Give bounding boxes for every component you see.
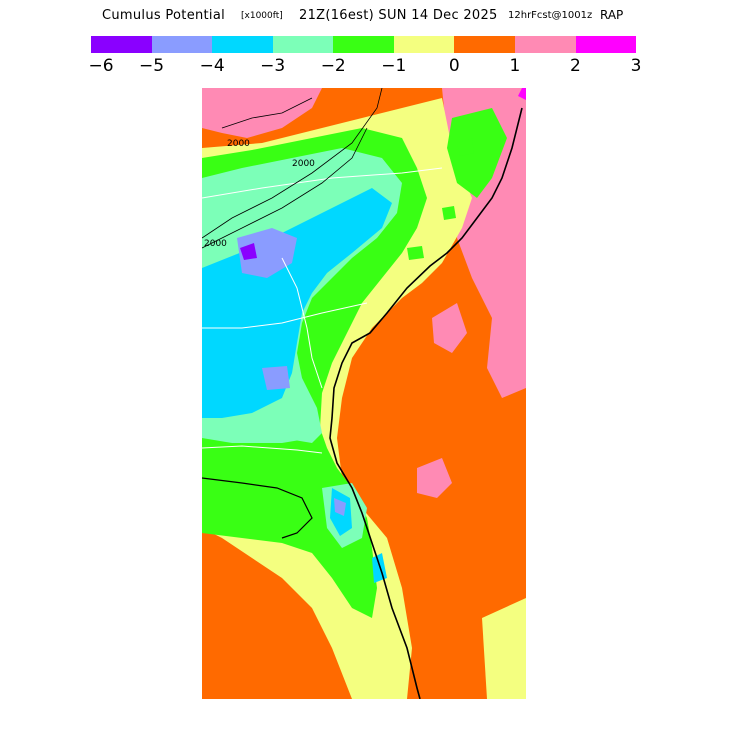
- legend-swatch: [454, 36, 515, 53]
- legend-tick-label: 1: [509, 56, 521, 76]
- cumulus-potential-map: [202, 88, 526, 699]
- region-minus-5-south: [262, 366, 290, 390]
- title-units: [x1000ft]: [241, 11, 283, 21]
- contour-label: 2000: [204, 239, 227, 249]
- contour-labels: 2000 2000 2000: [204, 139, 315, 249]
- region-minus-5: [237, 228, 297, 278]
- legend-tick-label: −3: [260, 56, 286, 76]
- gulf-coastline: [202, 477, 313, 539]
- title-model: RAP: [600, 8, 624, 22]
- region-minus-2-coastal: [447, 108, 507, 198]
- contour-line: [202, 127, 368, 249]
- legend-tick-label: −2: [320, 56, 346, 76]
- state-border-south: [202, 445, 323, 454]
- legend-tick-label: 2: [570, 56, 581, 76]
- contour-line: [221, 97, 313, 129]
- legend-tick-label: 0: [448, 56, 460, 76]
- region-positive-1-mid: [432, 303, 467, 353]
- legend-tick-label: 3: [630, 56, 642, 76]
- region-minus-5-south-2: [334, 498, 346, 516]
- legend-swatch: [575, 36, 637, 53]
- color-legend-ticks: −6 −5 −4 −3 −2 −1 0 1 2 3: [0, 56, 729, 78]
- legend-tick-label: −4: [199, 56, 225, 76]
- color-legend-bar: [91, 36, 637, 53]
- region-minus-2-island: [457, 138, 474, 156]
- legend-swatch: [333, 36, 394, 53]
- state-border-vertical: [281, 257, 323, 389]
- region-minus-2-island: [442, 206, 456, 220]
- region-positive-1-north: [202, 88, 322, 138]
- state-border-mid: [202, 302, 368, 329]
- coastline: [329, 107, 523, 699]
- legend-tick-label: −5: [139, 56, 165, 76]
- map-panel: 2000 2000 2000: [202, 88, 526, 699]
- region-positive-1-small: [417, 458, 452, 498]
- contour-label: 2000: [292, 159, 315, 169]
- map-title: Cumulus Potential [x1000ft] 21Z(16est) S…: [0, 8, 729, 26]
- contour-line: [202, 88, 383, 239]
- legend-swatch: [514, 36, 576, 53]
- region-positive-2: [518, 88, 526, 100]
- legend-tick-label: −6: [88, 56, 114, 76]
- region-minus-1-southeast: [482, 598, 526, 699]
- legend-swatch: [272, 36, 334, 53]
- region-minus-4: [202, 188, 392, 418]
- legend-swatch: [393, 36, 455, 53]
- legend-swatch: [91, 36, 152, 53]
- region-minus-2-island: [407, 246, 424, 260]
- title-product: Cumulus Potential: [102, 8, 226, 23]
- legend-tick-label: −1: [381, 56, 407, 76]
- state-border-north: [202, 167, 443, 199]
- legend-swatch: [212, 36, 273, 53]
- legend-swatch: [151, 36, 213, 53]
- region-minus-6: [240, 243, 257, 260]
- title-valid-time: 21Z(16est) SUN 14 Dec 2025: [299, 8, 498, 23]
- contour-label: 2000: [227, 139, 250, 149]
- title-forecast-info: 12hrFcst@1001z: [508, 10, 593, 21]
